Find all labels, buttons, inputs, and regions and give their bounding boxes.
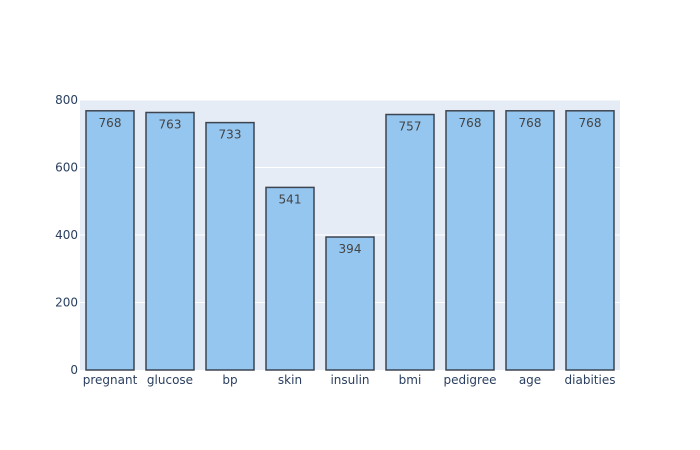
data-label-pregnant: 768 xyxy=(99,116,122,130)
x-tick-label-bmi: bmi xyxy=(399,373,422,387)
y-tick-label: 400 xyxy=(55,228,78,242)
y-tick-label: 200 xyxy=(55,296,78,310)
data-labels: 768 763 733 541 394 757 768 768 768 xyxy=(99,116,602,256)
x-tick-label-insulin: insulin xyxy=(330,373,369,387)
x-tick-label-diabities: diabities xyxy=(565,373,616,387)
x-tick-label-bp: bp xyxy=(222,373,237,387)
x-axis-ticks: pregnant glucose bp skin insulin bmi pedigree a… xyxy=(83,373,616,387)
data-label-bmi: 757 xyxy=(399,120,422,134)
data-label-glucose: 763 xyxy=(159,117,182,131)
y-tick-label: 600 xyxy=(55,161,78,175)
y-tick-label: 800 xyxy=(55,93,78,107)
bar-bmi xyxy=(385,113,435,371)
bar-age xyxy=(505,110,555,371)
y-tick-label: 0 xyxy=(70,363,78,377)
data-label-skin: 541 xyxy=(279,192,302,206)
x-tick-label-pedigree: pedigree xyxy=(443,373,496,387)
data-label-diabities: 768 xyxy=(579,116,602,130)
x-tick-label-glucose: glucose xyxy=(147,373,193,387)
bar-pregnant xyxy=(85,110,135,371)
bar-diabities xyxy=(565,110,615,371)
y-axis-ticks: 0 200 400 600 800 xyxy=(55,93,78,377)
x-tick-label-skin: skin xyxy=(278,373,302,387)
data-label-pedigree: 768 xyxy=(459,116,482,130)
bars xyxy=(85,110,615,371)
bar-skin xyxy=(265,186,315,371)
data-label-age: 768 xyxy=(519,116,542,130)
data-label-bp: 733 xyxy=(219,128,242,142)
bar-glucose xyxy=(145,111,195,371)
bar-insulin xyxy=(325,236,375,371)
bar-pedigree xyxy=(445,110,495,371)
bar-bp xyxy=(205,121,255,371)
x-tick-label-pregnant: pregnant xyxy=(83,373,138,387)
x-tick-label-age: age xyxy=(519,373,541,387)
data-label-insulin: 394 xyxy=(339,242,362,256)
